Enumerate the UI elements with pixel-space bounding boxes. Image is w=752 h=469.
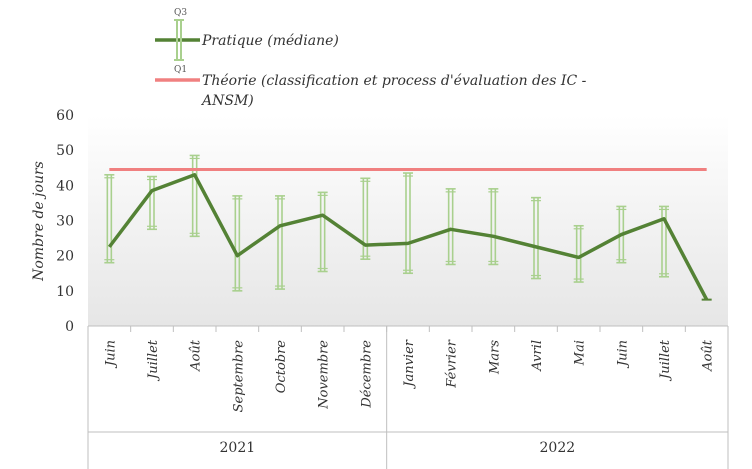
error-bar [104,173,115,264]
category-label: Juin [103,340,118,369]
series-practice-line [107,173,709,301]
legend-q3-label: Q3 [174,8,187,18]
category-label: Octobre [274,340,289,394]
error-bar [573,224,584,283]
y-tick-label: 30 [56,214,74,230]
category-label: Avril [530,340,545,372]
group-labels: 2021 2022 [220,440,576,456]
error-bar [147,175,157,231]
category-label: Mars [487,340,502,375]
category-label: Septembre [231,340,246,413]
category-labels: Juin Juillet Août Septembre Octobre Novembre D… [103,339,715,412]
y-tick-label: 0 [65,319,74,335]
legend-practice-symbol [155,19,200,61]
y-tick-label: 50 [56,143,74,159]
legend-theory-label-line2: ANSM) [200,93,254,109]
category-label: Décembre [359,340,374,409]
y-tick-label: 20 [56,249,74,265]
error-bar [488,188,499,266]
y-tick-label: 60 [56,108,74,124]
series-lines [107,168,712,301]
category-label: Juillet [146,339,161,382]
y-tick-label: 10 [56,284,74,300]
x-axis [87,325,729,469]
category-label: Juillet [658,339,673,382]
legend-theory-label-line1: Théorie (classification et process d'éva… [202,73,587,89]
category-label: Août [189,339,204,372]
category-label: Août [701,339,716,372]
group-label: 2022 [540,440,576,456]
legend-q1-label: Q1 [174,65,187,75]
category-label: Novembre [317,340,332,410]
y-axis-label: Nombre de jours [31,161,47,282]
y-tick-label: 40 [56,178,74,194]
category-label: Février [445,339,460,388]
error-bar [275,195,285,290]
group-label: 2021 [220,440,256,456]
error-bar [403,172,413,275]
error-bar [445,188,456,266]
error-bar [232,195,243,292]
y-ticks: 0 10 20 30 40 50 60 [56,108,74,335]
plot-background [88,115,728,326]
category-label: Juin [615,340,630,369]
legend: Q3 Q1 Pratique (médiane) Théorie (classi… [155,8,587,109]
category-label: Mai [573,340,588,366]
legend-practice-label: Pratique (médiane) [201,33,339,49]
category-label: Janvier [402,339,417,390]
error-bar [531,196,541,280]
error-bar [317,191,328,273]
